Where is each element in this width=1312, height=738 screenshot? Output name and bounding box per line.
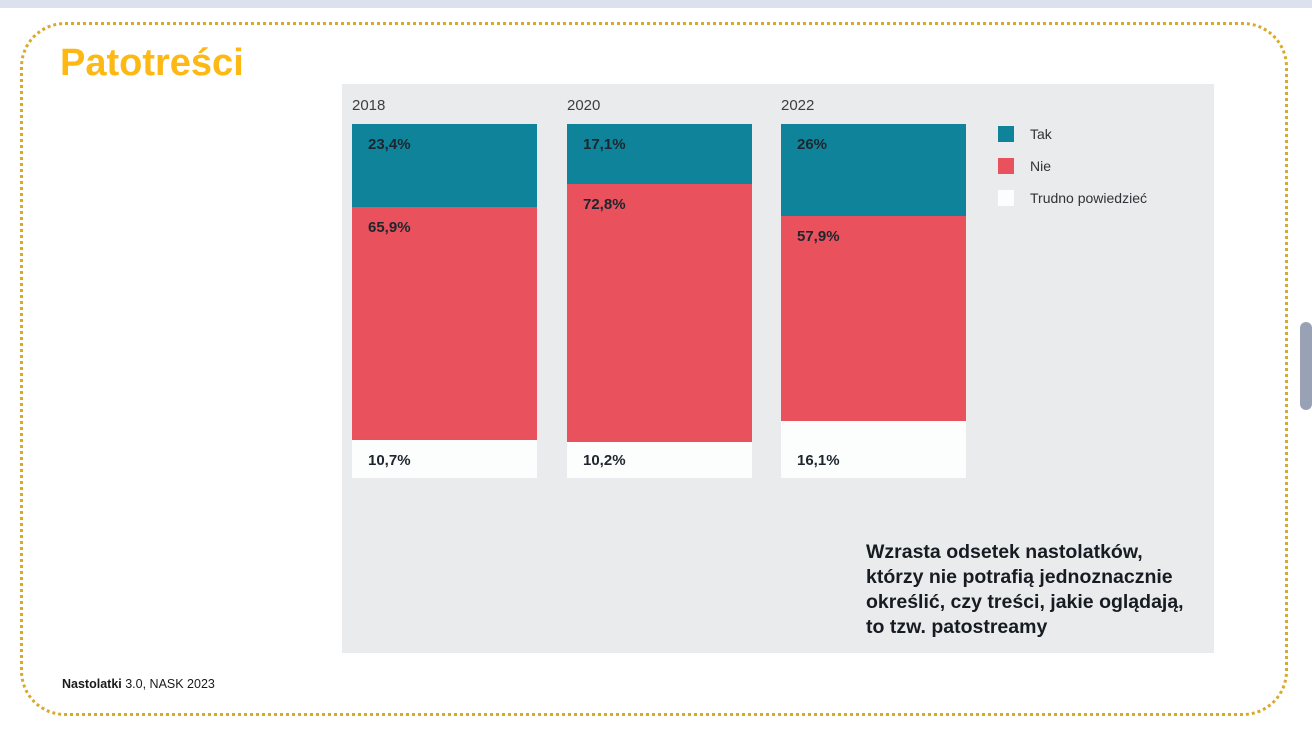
bar-column-2022: 2022 26% 57,9% 16,1%	[781, 96, 966, 478]
chart-panel: 2018 23,4% 65,9% 10,7% 2020 17,1% 72,8% 10,2% 20…	[342, 84, 1214, 653]
legend-label: Tak	[1030, 126, 1052, 142]
footer-source-rest: 3.0, NASK 2023	[121, 677, 215, 691]
bar-value-label: 65,9%	[368, 218, 411, 236]
year-label: 2022	[781, 97, 815, 114]
stacked-bar-2020: 17,1% 72,8% 10,2%	[567, 124, 752, 478]
top-strip	[0, 0, 1312, 8]
bar-segment-tak-2022: 26%	[781, 124, 966, 217]
bar-value-label: 72,8%	[583, 196, 626, 214]
legend-swatch-tak	[998, 126, 1014, 142]
bar-value-label: 17,1%	[583, 136, 626, 153]
bar-column-2020: 2020 17,1% 72,8% 10,2%	[567, 96, 752, 478]
bar-column-2018: 2018 23,4% 65,9% 10,7%	[352, 96, 537, 478]
bar-segment-tak-2020: 17,1%	[567, 124, 752, 185]
year-label: 2020	[567, 97, 601, 114]
legend-item-tak: Tak	[998, 126, 1147, 142]
bar-value-label: 57,9%	[797, 228, 840, 246]
legend-item-trudno-powiedzie-: Trudno powiedzieć	[998, 190, 1147, 206]
legend-swatch-trudno-powiedzie-	[998, 190, 1014, 206]
legend-label: Nie	[1030, 158, 1052, 174]
bar-value-label: 10,2%	[583, 452, 626, 469]
bar-value-label: 23,4%	[368, 136, 411, 153]
legend-item-nie: Nie	[998, 158, 1147, 174]
year-label: 2018	[352, 97, 386, 114]
annotation-line: określić, czy treści, jakie oglądają,	[866, 591, 1184, 613]
bar-segment-trudno-powiedzie--2018: 10,7%	[352, 440, 537, 478]
annotation-line: Wzrasta odsetek nastolatków,	[866, 541, 1143, 563]
bar-segment-nie-2018: 65,9%	[352, 206, 537, 441]
legend: Tak Nie Trudno powiedzieć	[998, 126, 1147, 222]
bar-segment-trudno-powiedzie--2022: 16,1%	[781, 420, 966, 478]
bar-value-label: 26%	[797, 136, 828, 153]
page-title: Patotreści	[60, 42, 244, 84]
scrollbar-thumb[interactable]	[1300, 322, 1312, 410]
bar-segment-tak-2018: 23,4%	[352, 124, 537, 207]
bar-segment-nie-2022: 57,9%	[781, 216, 966, 421]
footer-source-bold: Nastolatki	[62, 677, 122, 691]
bar-segment-nie-2020: 72,8%	[567, 184, 752, 442]
legend-label: Trudno powiedzieć	[1030, 190, 1147, 206]
footer-source: Nastolatki 3.0, NASK 2023	[62, 677, 215, 691]
annotation-line: to tzw. patostreamy	[866, 616, 1048, 638]
bar-segment-trudno-powiedzie--2020: 10,2%	[567, 441, 752, 478]
stacked-bar-2022: 26% 57,9% 16,1%	[781, 124, 966, 478]
legend-swatch-nie	[998, 158, 1014, 174]
stacked-bar-2018: 23,4% 65,9% 10,7%	[352, 124, 537, 478]
annotation: Wzrasta odsetek nastolatków, którzy nie …	[866, 540, 1184, 640]
bar-value-label: 16,1%	[797, 451, 840, 469]
slide-dotted-border	[20, 22, 1288, 716]
annotation-line: którzy nie potrafią jednoznacznie	[866, 566, 1173, 588]
bar-value-label: 10,7%	[368, 451, 411, 469]
